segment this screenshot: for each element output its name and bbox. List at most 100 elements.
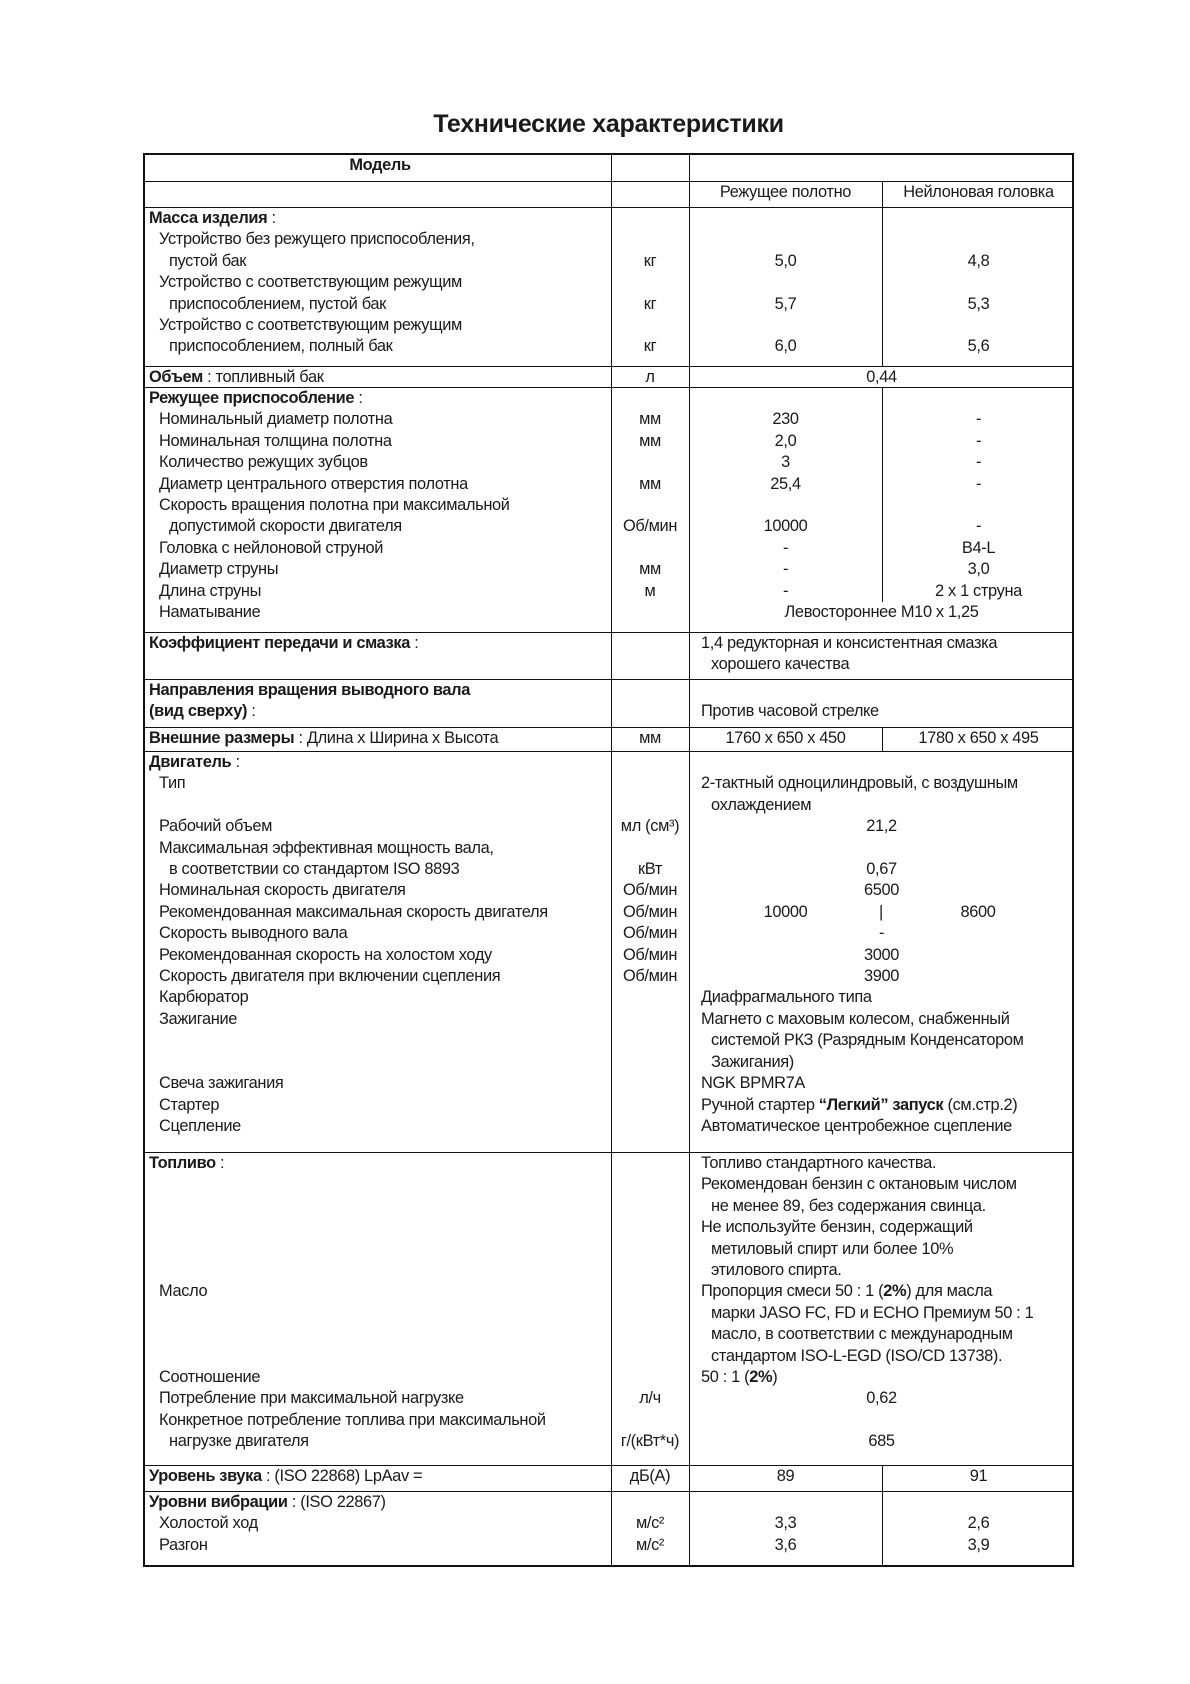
unit-cell: кВт xyxy=(637,860,663,879)
spec-label: Скорость вращения полотна при максимальн… xyxy=(159,496,510,515)
spec-label: Свеча зажигания xyxy=(159,1074,284,1093)
value-text: Ручной стартер “Легкий” запуск (см.стр.2… xyxy=(689,1095,1072,1116)
column-divider xyxy=(689,155,690,181)
text-segment: : (ISO 22867) xyxy=(287,1493,386,1511)
table-line: Номинальная скорость двигателя Об/мин 6500 xyxy=(145,880,1072,901)
table-line: не менее 89, без содержания свинца. xyxy=(145,1196,1072,1217)
table-line: допустимой скорости двигателя Об/мин 10000… xyxy=(145,516,1072,538)
value-blade xyxy=(689,495,882,516)
spec-label xyxy=(145,1217,611,1238)
text-segment: : xyxy=(231,753,240,771)
table-line: Скорость выводного вала Об/мин - xyxy=(145,923,1072,944)
unit-cell xyxy=(611,1095,689,1116)
text-segment: : (ISO 22868) LpAav = xyxy=(261,1467,423,1485)
value-nylon-head xyxy=(882,272,1072,294)
column-divider xyxy=(689,1466,690,1491)
spec-label: Потребление при максимальной нагрузке xyxy=(159,1389,464,1408)
unit-cell: кг xyxy=(643,337,657,356)
spec-label: Длина струны xyxy=(159,581,262,600)
unit-cell: Об/мин xyxy=(622,967,678,986)
value-text: Пропорция смеси 50 : 1 (2%) для масла xyxy=(689,1281,1072,1302)
value-blade: 3,6 xyxy=(774,1535,797,1554)
value-blade xyxy=(689,388,882,409)
table-line: Сцепление Автоматическое центробежное сце… xyxy=(145,1116,1072,1137)
value-blade: 5,0 xyxy=(774,251,797,270)
table-line: Потребление при максимальной нагрузке л/ч… xyxy=(145,1388,1072,1409)
table-line: Устройство с соответствующим режущим xyxy=(145,272,1072,294)
spec-label: Рекомендованная скорость на холостом ход… xyxy=(159,945,492,964)
unit-cell: м/с² xyxy=(635,1535,665,1554)
value-text: марки JASO FC, FD и ECHO Премиум 50 : 1 xyxy=(711,1303,1034,1322)
value-text: хорошего качества xyxy=(711,655,850,674)
value-blade: - xyxy=(782,581,789,600)
unit-cell xyxy=(611,1009,689,1030)
separator-mark: | xyxy=(879,902,883,921)
unit-cell: мм xyxy=(639,431,661,450)
column-divider xyxy=(689,182,690,207)
table-line: масло, в соответствии с международным xyxy=(145,1324,1072,1345)
spec-label: Коэффициент передачи и смазка : xyxy=(145,633,611,654)
spec-label xyxy=(145,1239,611,1260)
spec-label: Внешние размеры : Длина x Ширина x Высот… xyxy=(145,728,611,749)
table-line: Масса изделия : xyxy=(145,208,1072,230)
table-line: Уровни вибрации : (ISO 22867) xyxy=(145,1492,1072,1514)
spec-label xyxy=(145,182,611,203)
value-nylon-head xyxy=(882,229,1072,251)
unit-cell xyxy=(611,1324,689,1345)
spec-label: Уровни вибрации : (ISO 22867) xyxy=(145,1492,611,1513)
spec-label: Скорость выводного вала xyxy=(159,924,348,943)
table-line: Рекомендованная скорость на холостом ход… xyxy=(145,945,1072,966)
bold-text: Уровень звука xyxy=(149,1467,262,1485)
table-line: Масло Пропорция смеси 50 : 1 (2%) для мас… xyxy=(145,1281,1072,1302)
value-text: Автоматическое центробежное сцепление xyxy=(701,1116,1012,1135)
unit-cell: л xyxy=(645,368,655,386)
spec-label xyxy=(145,1324,611,1345)
column-divider xyxy=(882,182,883,207)
value-empty xyxy=(689,155,1072,176)
bold-text: Коэффициент передачи и смазка xyxy=(149,634,411,652)
column-divider xyxy=(611,1153,612,1465)
bold-text: Уровни вибрации xyxy=(149,1493,288,1511)
table-line: Максимальная эффективная мощность вала, xyxy=(145,838,1072,859)
value-blade: 5,7 xyxy=(774,294,797,313)
value-blade: 25,4 xyxy=(770,474,801,493)
unit-cell: мм xyxy=(639,560,661,579)
spec-label: Диаметр центрального отверстия полотна xyxy=(159,474,468,493)
bold-text: Топливо xyxy=(149,1154,216,1172)
text-segment: Пропорция смеси 50 : 1 ( xyxy=(701,1282,884,1301)
spec-label: Разгон xyxy=(159,1535,208,1554)
table-line: стандартом ISO-L-EGD (ISO/CD 13738). xyxy=(145,1346,1072,1367)
table-section: Внешние размеры : Длина x Ширина x Высот… xyxy=(145,727,1072,751)
text-segment: ) xyxy=(772,1368,778,1387)
column-divider xyxy=(611,367,612,387)
value-both: 0,62 xyxy=(866,1389,897,1408)
value-text: охлаждением xyxy=(711,795,812,814)
value-nylon-head: 8600 xyxy=(960,902,996,921)
spec-label: Рекомендованная максимальная скорость дв… xyxy=(159,902,548,921)
table-section: Уровень звука : (ISO 22868) LpAav = дБ(A)… xyxy=(145,1465,1072,1491)
text-segment: : xyxy=(354,389,363,407)
spec-label: Номинальная скорость двигателя xyxy=(159,881,406,900)
unit-cell xyxy=(611,388,689,409)
table-line: приспособлением, полный бак кг 6,0 5,6 xyxy=(145,336,1072,358)
table-line: Рабочий объем мл (см³) 21,2 xyxy=(145,816,1072,837)
value-blade: 2,0 xyxy=(774,431,797,450)
unit-cell xyxy=(611,1196,689,1217)
value-text: Против часовой стрелке xyxy=(701,702,879,721)
value-blade: - xyxy=(782,538,789,557)
value-text: стандартом ISO-L-EGD (ISO/CD 13738). xyxy=(711,1346,1003,1365)
unit-cell xyxy=(611,1260,689,1281)
value-blade: 3 xyxy=(781,453,790,472)
value-nylon-head: - xyxy=(882,473,1072,496)
unit-cell xyxy=(611,155,689,176)
unit-cell xyxy=(611,773,689,794)
value-blade xyxy=(689,229,882,250)
table-line: Тип 2-тактный одноцилиндровый, с воздушны… xyxy=(145,773,1072,794)
bold-text: Внешние размеры xyxy=(149,729,295,747)
unit-cell: л/ч xyxy=(639,1389,661,1408)
unit-cell xyxy=(611,1492,689,1513)
table-line: Топливо : Топливо стандартного качества. xyxy=(145,1153,1072,1174)
value-both: 6500 xyxy=(863,881,900,900)
unit-cell xyxy=(611,452,689,473)
unit-cell xyxy=(611,182,689,203)
